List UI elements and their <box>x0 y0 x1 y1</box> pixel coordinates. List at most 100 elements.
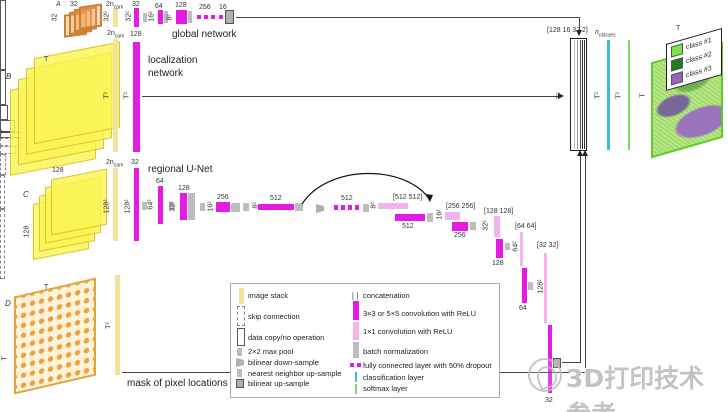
unet-dec32-conv1x1 <box>544 253 547 323</box>
skip-concat-box <box>0 209 5 279</box>
global-fc256-dropout <box>197 15 216 19</box>
unet-dec128-cat: [128 128] <box>484 208 514 215</box>
input-stack-c <box>33 168 107 271</box>
unet-dec256-size: 16² <box>436 209 444 220</box>
mask-sheet <box>14 277 96 395</box>
loc-input-size: T² <box>103 92 111 99</box>
skip-concat-box <box>0 154 6 175</box>
global-input-image-stack <box>113 8 118 27</box>
bilinear-down-sample-icon <box>316 204 324 213</box>
stack-sheet <box>79 3 102 30</box>
class3-label: class #3 <box>686 64 712 79</box>
max-pool-icon <box>143 13 147 22</box>
stack-sheet <box>51 168 107 236</box>
unet-dec128-size: 32² <box>482 220 490 231</box>
legend-bilinear-up-glyph <box>236 379 244 388</box>
unet-conv32 <box>134 168 139 241</box>
legend-classification-glyph <box>355 372 357 382</box>
batch-norm-icon <box>188 11 192 23</box>
stack-a-top-dim: 32 <box>70 1 78 8</box>
mask-arrow <box>582 150 588 156</box>
input-stack-d <box>14 277 96 395</box>
unet-fc512-channels: 512 <box>341 195 353 202</box>
stack-c-top-dim: 128 <box>52 167 64 174</box>
skip-arc <box>301 172 433 205</box>
stack-d-top-dim: T <box>44 284 49 291</box>
legend-concat-glyph: [ ] <box>352 291 359 300</box>
unet-dec64-channels: 64 <box>519 305 527 312</box>
unet-enc-conv128 <box>180 193 187 220</box>
unet-conv32-channels: 32 <box>131 159 139 166</box>
unet-enc-conv128-size: 32² <box>169 201 177 212</box>
concat-layer-line <box>582 40 583 149</box>
loc-conv128-channels: 128 <box>130 31 142 38</box>
unet-enc-conv512-channels: 512 <box>270 195 282 202</box>
global-output-line <box>579 17 580 31</box>
up-sample-icon <box>470 222 476 230</box>
unet-dec64-conv <box>522 268 527 303</box>
unet-output-line <box>580 155 581 363</box>
watermark-logo <box>528 358 562 392</box>
legend-maxpool-glyph <box>237 348 242 356</box>
bilinear-down-sample-icon <box>225 10 234 24</box>
global-fc256-label: 256 <box>199 4 211 11</box>
stack-c-label: C <box>23 190 29 199</box>
legend-concat: concatenation <box>363 291 410 300</box>
stack-a-label: A <box>56 1 61 8</box>
unet-dec64-conv1x1 <box>520 232 523 266</box>
batch-norm-icon <box>164 11 168 23</box>
up-sample-icon <box>505 243 510 250</box>
watermark-text: 3D打印技术参考 <box>566 364 705 412</box>
unet-enc-conv64-channels: 64 <box>156 178 164 185</box>
unet-dec64-size: 64² <box>512 241 520 252</box>
unet-enc-conv512 <box>258 204 294 210</box>
loc-output-arrow <box>558 93 564 99</box>
global-fc16-dropout <box>219 15 223 19</box>
data-copy-rect <box>0 0 6 70</box>
unet-enc-conv256-size: 16² <box>207 201 215 212</box>
unet-output-line <box>562 362 580 363</box>
global-conv32-channels: 32 <box>132 1 140 8</box>
mask-image-stack <box>115 275 120 375</box>
legend-datacopy-glyph <box>237 328 245 346</box>
watermark-logo-swirl <box>533 363 561 391</box>
final-concat-size: T² <box>556 92 564 99</box>
classification-layer-bar <box>607 40 610 150</box>
softmax-size: T² <box>615 92 623 99</box>
global-network-title: global network <box>172 29 237 40</box>
result-side-dim: T <box>639 93 647 98</box>
softmax-layer-bar <box>628 40 630 150</box>
localization-network-title2: network <box>148 68 184 79</box>
legend-nn-up: nearest neighbor up-sample <box>248 369 342 378</box>
concat-layer-line <box>580 40 581 149</box>
legend-softmax: softmax layer <box>363 384 408 393</box>
legend-image-stack: image stack <box>248 291 289 300</box>
unet-output-arrow <box>577 150 583 156</box>
data-copy-rect <box>0 70 6 105</box>
global-input-channels: 2ncam <box>106 1 124 11</box>
legend-image-stack-glyph <box>239 288 244 304</box>
batch-norm-icon <box>188 193 195 220</box>
unet-dec32-channels: 32 <box>545 397 553 404</box>
legend-bilinear-down: bilinear down-sample <box>248 358 319 367</box>
class3-swatch <box>671 71 683 86</box>
stack-b-label: B <box>6 72 12 81</box>
legend-classification: classification layer <box>363 373 424 382</box>
legend-box: image stack skip connection data copy/no… <box>230 283 500 398</box>
unet-fc512-dropout <box>334 205 361 210</box>
loc-input-image-stack <box>113 39 118 152</box>
concat-layer-line <box>584 40 585 149</box>
up-sample-icon <box>528 282 533 290</box>
global-conv64-channels: 64 <box>155 3 163 10</box>
legend-bilinear-up: bilinear up-sample <box>248 379 310 388</box>
global-output-arrow <box>576 30 582 36</box>
mask-size: T² <box>105 322 113 329</box>
n-classes-label: nclasses <box>595 29 616 39</box>
loc-input-channels: 2ncam <box>107 30 125 40</box>
global-input-size: 32² <box>103 11 111 22</box>
global-conv128 <box>176 10 187 24</box>
legend-nn-up-glyph <box>237 369 242 377</box>
unet-dec256-conv <box>452 222 468 231</box>
mask-label: mask of pixel locations <box>127 378 228 389</box>
legend-conv1x1: 1×1 convolution with ReLU <box>363 327 453 336</box>
